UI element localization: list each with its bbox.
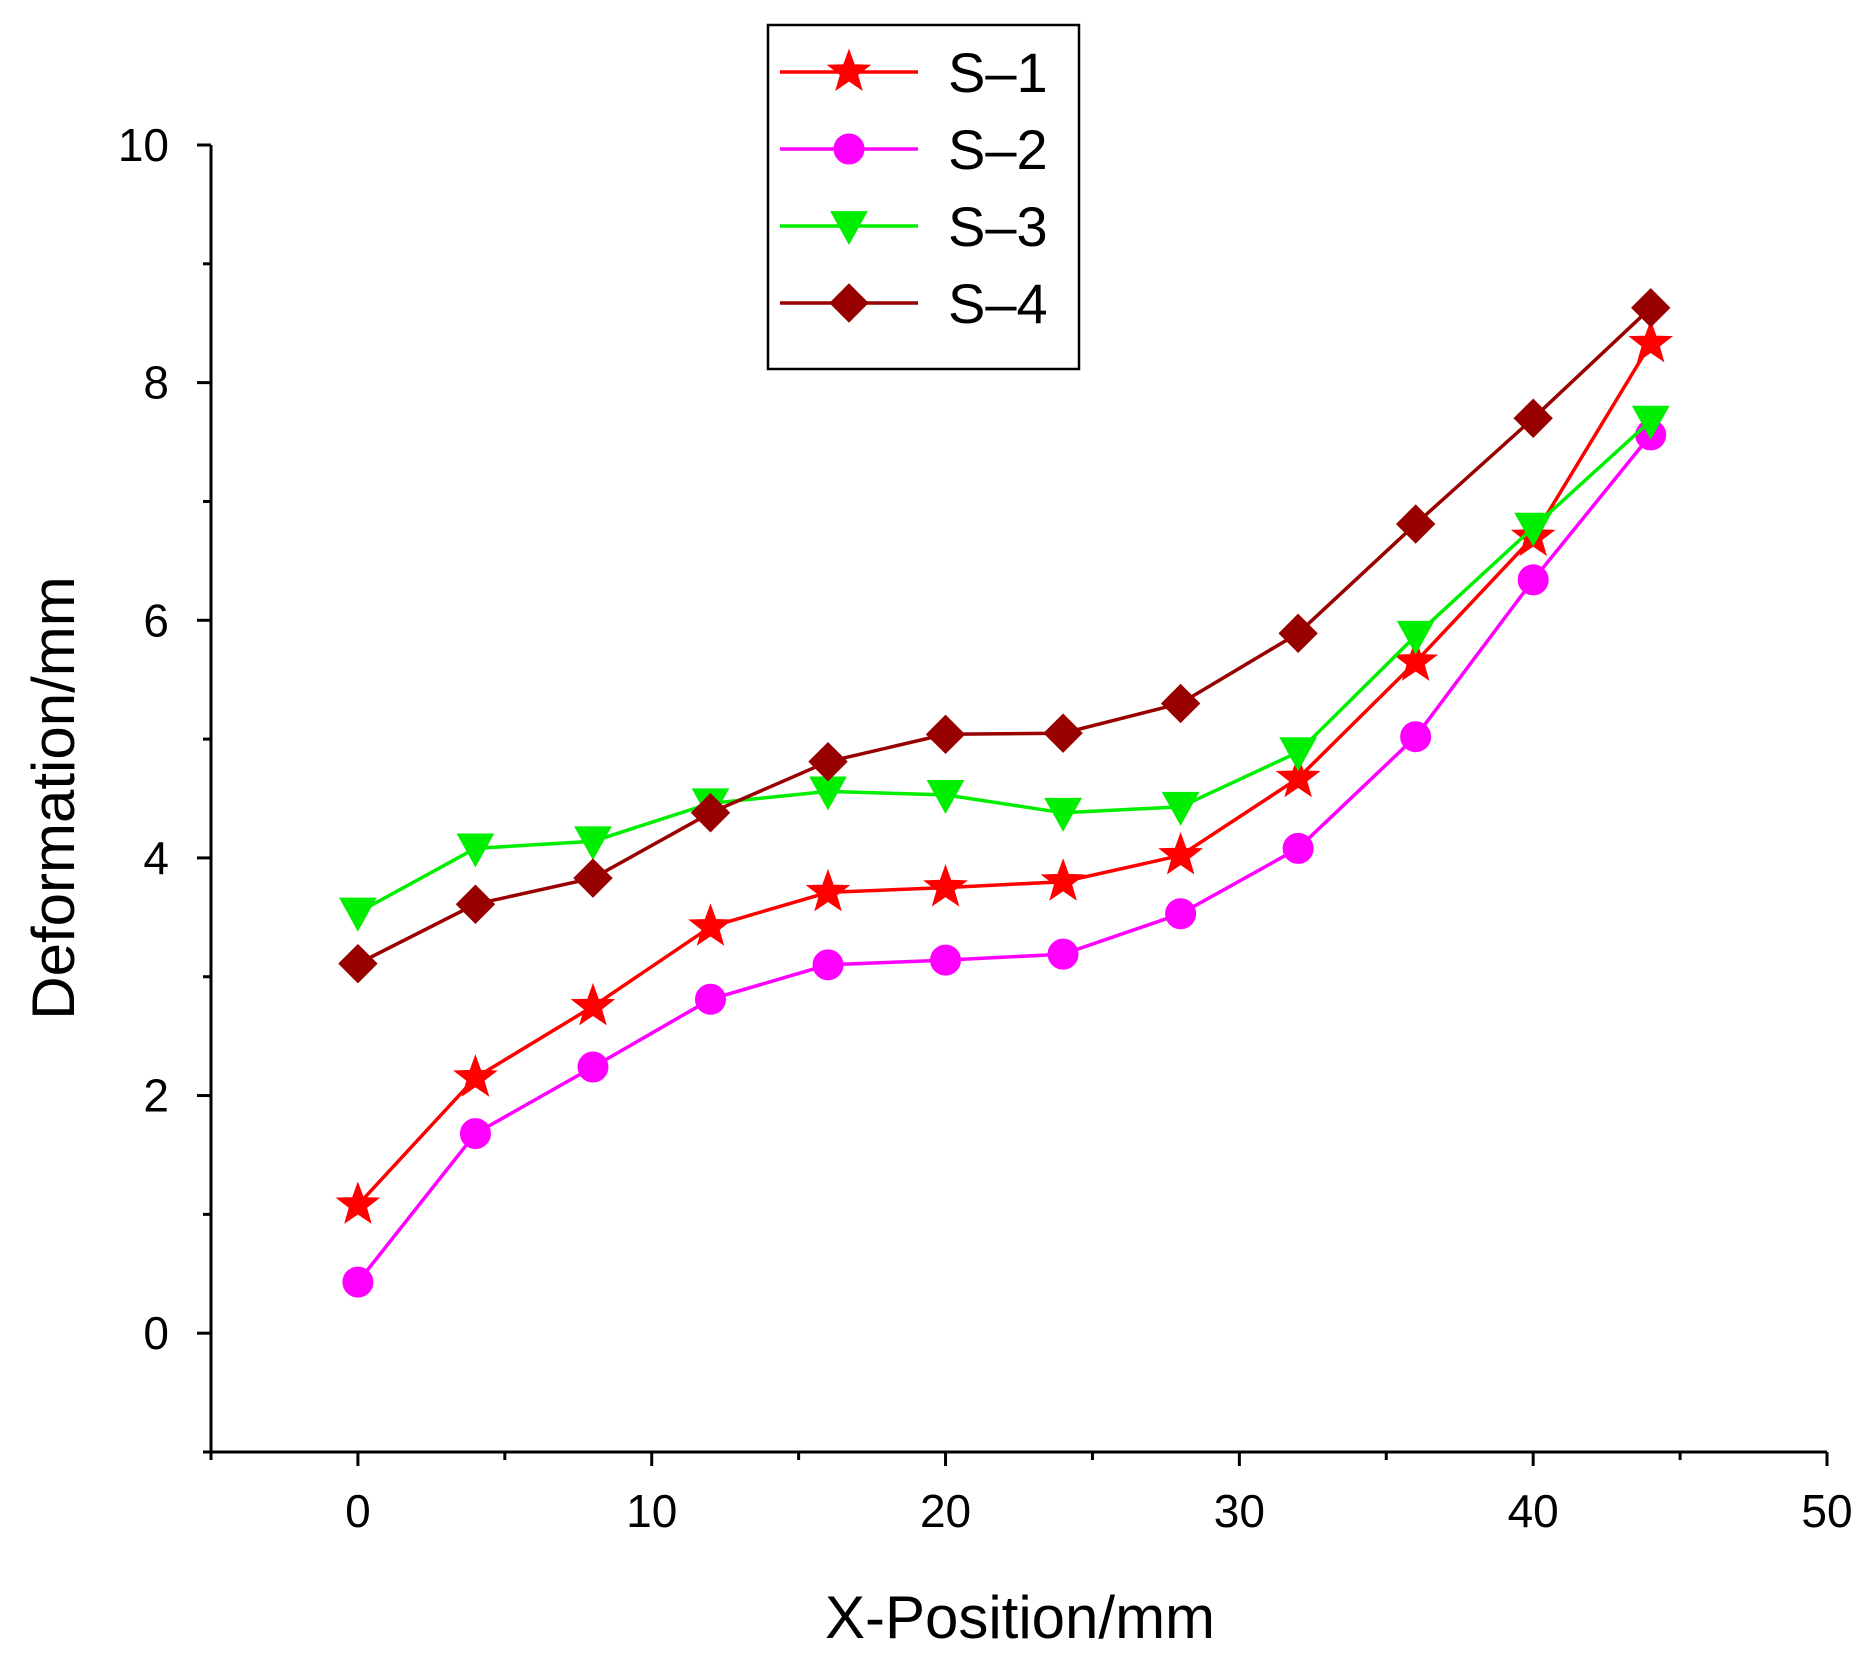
data-point	[1165, 898, 1197, 930]
legend-marker	[826, 48, 872, 91]
data-point	[1396, 620, 1435, 655]
data-point	[456, 833, 495, 868]
data-point	[808, 741, 848, 782]
data-point	[339, 897, 377, 932]
series-line	[356, 342, 1653, 1207]
data-point	[1161, 791, 1200, 826]
x-tick-label: 30	[1214, 1485, 1265, 1537]
axes	[209, 145, 1827, 1454]
legend-label: S–2	[948, 118, 1048, 181]
data-point	[1517, 564, 1549, 596]
data-point	[455, 884, 496, 924]
y-tick-label: 0	[143, 1307, 169, 1359]
x-tick-label: 20	[920, 1485, 971, 1537]
legend-marker	[830, 211, 868, 246]
data-point	[570, 982, 616, 1026]
data-point	[335, 1181, 381, 1224]
data-point	[1047, 938, 1079, 970]
data-point	[1040, 858, 1086, 901]
data-point	[577, 1051, 609, 1083]
data-point	[805, 868, 851, 912]
series-layer	[335, 288, 1673, 1298]
data-point	[1514, 512, 1553, 547]
data-point	[1275, 754, 1321, 798]
data-point	[1631, 288, 1671, 328]
series-line	[357, 306, 1652, 966]
legend: S–1 S–2 S–3 S–4	[766, 23, 1081, 371]
x-axis-title: X-Position/mm	[825, 1584, 1215, 1651]
legend-label: S–3	[948, 195, 1048, 258]
data-point	[925, 714, 966, 755]
x-tick-label: 50	[1801, 1485, 1852, 1537]
data-point	[574, 826, 612, 861]
legend-label: S–4	[948, 272, 1048, 335]
data-point	[1158, 832, 1203, 875]
legend-marker	[829, 283, 869, 323]
legend-marker	[833, 133, 865, 165]
data-point	[573, 858, 613, 898]
data-point	[694, 983, 726, 1015]
data-point	[342, 1266, 374, 1298]
y-tick-label: 6	[143, 594, 169, 646]
y-axis-title: Deformation/mm	[20, 576, 87, 1019]
data-point	[338, 943, 378, 984]
legend-label: S–1	[948, 41, 1048, 104]
legend-item: S–1	[780, 41, 1048, 104]
x-tick-label: 10	[626, 1485, 677, 1537]
data-point	[688, 903, 733, 946]
data-point	[812, 949, 844, 981]
series-line	[356, 433, 1653, 1284]
series-3	[339, 405, 1670, 932]
series-2	[342, 419, 1667, 1298]
data-point	[923, 864, 968, 907]
data-point	[1628, 319, 1673, 363]
series-1	[335, 319, 1673, 1224]
data-point	[1278, 613, 1318, 654]
legend-item: S–3	[780, 195, 1048, 258]
data-point	[1160, 683, 1201, 724]
data-point	[930, 944, 962, 976]
data-point	[1400, 721, 1432, 753]
series-line	[357, 419, 1652, 915]
y-tick-label: 10	[118, 119, 169, 171]
series-4	[338, 288, 1671, 984]
x-tick-label: 0	[345, 1485, 371, 1537]
data-point	[926, 780, 965, 814]
data-point	[1282, 832, 1314, 864]
legend-item: S–2	[780, 118, 1048, 181]
data-point	[1395, 504, 1436, 544]
y-tick-label: 2	[143, 1070, 169, 1122]
data-point	[1393, 638, 1439, 681]
data-point	[1513, 398, 1553, 438]
data-point	[1631, 405, 1670, 440]
data-point	[1044, 797, 1082, 832]
tick-labels: 0 10 20 30 40 50 0 2 4 6 8 10	[118, 119, 1853, 1537]
data-point	[1279, 737, 1317, 772]
ticks	[197, 143, 1829, 1466]
x-tick-label: 40	[1508, 1485, 1559, 1537]
data-point	[453, 1054, 498, 1097]
data-point	[1043, 713, 1083, 753]
y-tick-label: 8	[143, 357, 169, 409]
legend-item: S–4	[780, 272, 1048, 335]
y-tick-label: 4	[143, 832, 169, 884]
data-point	[459, 1118, 491, 1150]
legend-box	[766, 23, 1081, 371]
data-point	[690, 793, 731, 833]
